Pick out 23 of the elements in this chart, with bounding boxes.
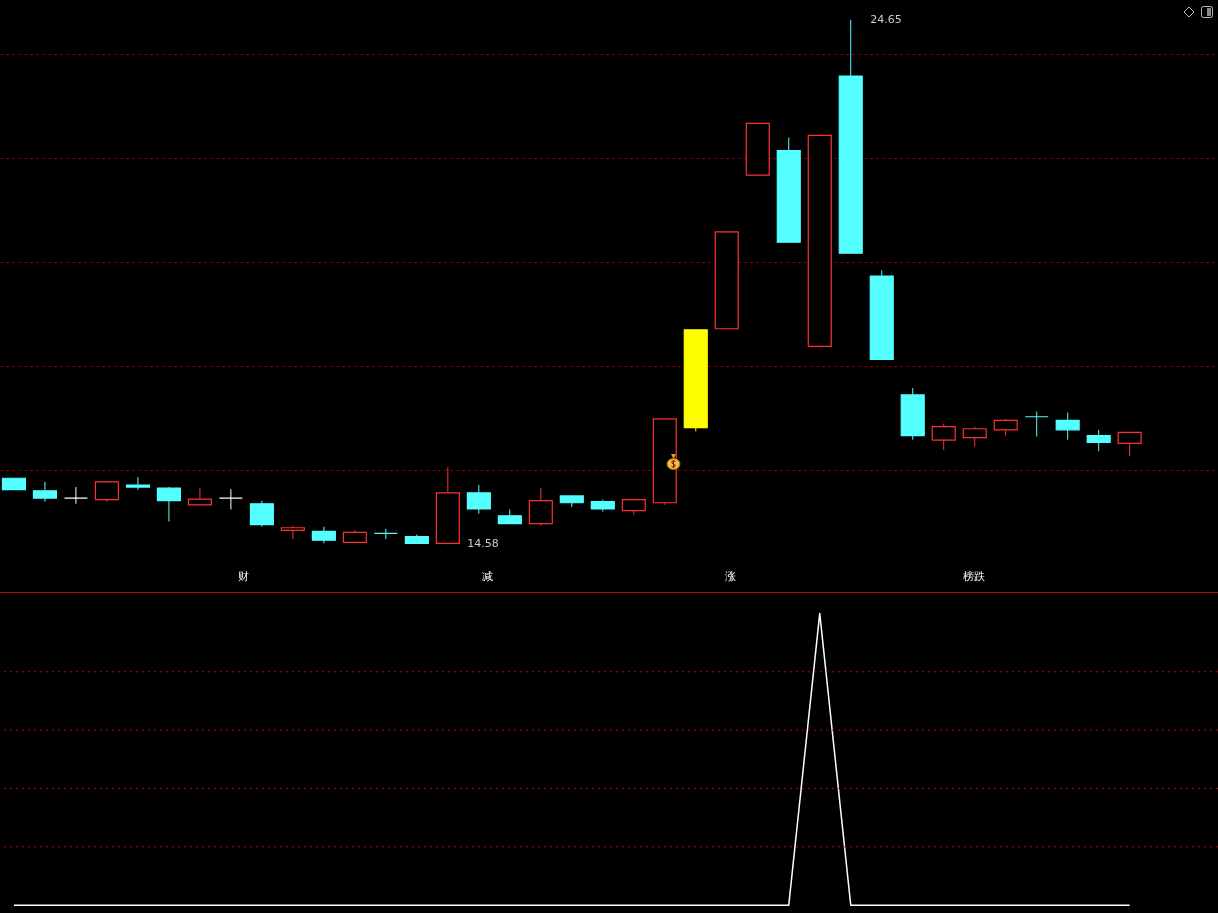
- annotation: 减: [481, 570, 493, 583]
- candlestick: [373, 528, 398, 540]
- candlestick: [187, 487, 212, 506]
- candlestick: [962, 426, 987, 447]
- annotation: 24.65: [870, 12, 902, 26]
- candlestick: [1024, 411, 1049, 438]
- annotation: 财: [238, 570, 250, 583]
- candlestick: [249, 500, 274, 528]
- annotation: 涨: [725, 570, 737, 583]
- candlestick: [931, 423, 956, 451]
- candlestick: [1055, 412, 1080, 441]
- candlestick: [528, 487, 553, 527]
- annotation: 14.58: [467, 537, 499, 551]
- candlestick: [125, 476, 150, 491]
- annotation: 榜跌: [963, 570, 986, 583]
- candlestick: [218, 488, 243, 510]
- candlestick: [156, 486, 181, 522]
- candlestick: [466, 484, 491, 515]
- candlestick: [63, 486, 88, 505]
- candlestick: [1117, 431, 1142, 457]
- candlestick: [1086, 429, 1111, 452]
- candlestick: [280, 525, 305, 540]
- candlestick: [32, 481, 58, 503]
